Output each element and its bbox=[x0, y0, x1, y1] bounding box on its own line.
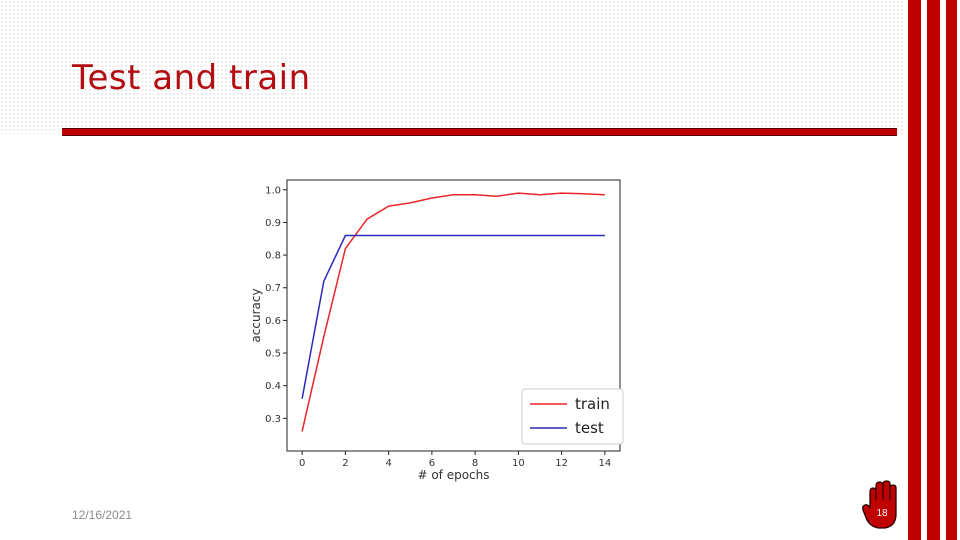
x-tick-label: 14 bbox=[598, 458, 611, 469]
legend-box bbox=[521, 388, 624, 445]
y-tick-label: 0.5 bbox=[265, 349, 281, 360]
x-tick-label: 8 bbox=[472, 458, 478, 469]
y-tick-label: 0.4 bbox=[265, 381, 281, 392]
accent-stripe-3 bbox=[946, 0, 957, 540]
y-tick-label: 0.3 bbox=[265, 414, 281, 425]
slide-date: 12/16/2021 bbox=[72, 508, 133, 522]
series-line-train bbox=[301, 192, 605, 432]
plot-frame bbox=[286, 179, 621, 452]
x-axis-label: # of epochs bbox=[417, 468, 489, 482]
accent-stripe-1 bbox=[908, 0, 921, 540]
accuracy-chart: 0 2 4 6 8 10 12 14 0.3 0.4 0.5 0.6 0.7 0.8 0.9 1.0 # of … bbox=[249, 179, 624, 482]
page-number: 18 bbox=[876, 508, 888, 519]
legend-label-test: test bbox=[575, 419, 604, 437]
x-tick-label: 12 bbox=[555, 458, 568, 469]
y-tick-label: 0.6 bbox=[265, 316, 281, 327]
raised-hand-icon bbox=[862, 480, 897, 529]
slide-title: Test and train bbox=[72, 58, 311, 98]
y-tick-label: 0.8 bbox=[265, 251, 281, 262]
x-tick-label: 2 bbox=[342, 458, 348, 469]
y-tick-label: 1.0 bbox=[265, 185, 281, 196]
legend-label-train: train bbox=[575, 395, 610, 413]
header-dotted-background bbox=[0, 0, 905, 134]
y-axis-label: accuracy bbox=[249, 288, 263, 342]
y-tick-label: 0.7 bbox=[265, 283, 281, 294]
x-tick-label: 10 bbox=[512, 458, 525, 469]
y-tick-label: 0.9 bbox=[265, 218, 281, 229]
x-tick-label: 6 bbox=[429, 458, 435, 469]
title-underline-bar bbox=[62, 128, 897, 136]
chart-panel: 0 2 4 6 8 10 12 14 0.3 0.4 0.5 0.6 0.7 0.8 0.9 1.0 # of … bbox=[245, 175, 635, 487]
series-line-test bbox=[301, 234, 605, 399]
x-tick-label: 4 bbox=[385, 458, 391, 469]
accent-stripe-2 bbox=[927, 0, 940, 540]
x-tick-label: 0 bbox=[299, 458, 305, 469]
